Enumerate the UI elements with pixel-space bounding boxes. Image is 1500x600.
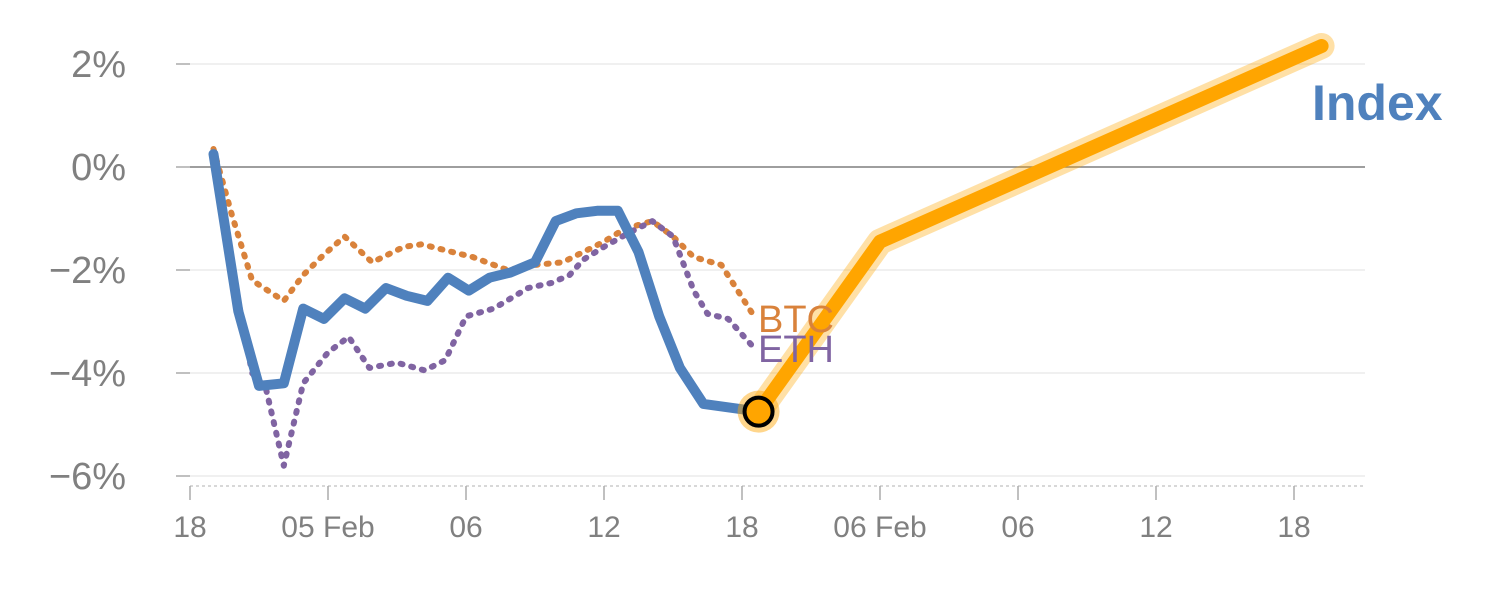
forecast-line bbox=[751, 39, 1329, 419]
x-tick-label: 18 bbox=[1277, 511, 1310, 544]
y-tick-label: −4% bbox=[49, 353, 126, 395]
forecast-line-glow bbox=[745, 33, 1335, 425]
x-tick-label: 18 bbox=[725, 511, 758, 544]
y-tick-label: −6% bbox=[49, 456, 126, 498]
x-tick-label: 06 bbox=[449, 511, 482, 544]
label-layer: BTC ETH Index bbox=[758, 75, 1443, 371]
eth-label: ETH bbox=[758, 329, 834, 371]
x-tick-label: 05 Feb bbox=[281, 511, 374, 544]
btc-label: BTC bbox=[758, 299, 834, 341]
x-tick-label: 18 bbox=[173, 511, 206, 544]
x-tick-label: 12 bbox=[1139, 511, 1172, 544]
marker-layer bbox=[737, 390, 780, 433]
eth-line bbox=[210, 153, 759, 469]
x-tick-label: 12 bbox=[587, 511, 620, 544]
y-tick-label: 0% bbox=[71, 147, 126, 189]
x-tick-label: 06 bbox=[1001, 511, 1034, 544]
y-tick-label: 2% bbox=[71, 44, 126, 86]
index-label: Index bbox=[1312, 75, 1443, 131]
axis-layer: 2% 0% −2% −4% −6% 18 05 Feb 06 12 18 06 Feb 06 12 18 bbox=[49, 44, 1365, 544]
x-tick-label: 06 Feb bbox=[833, 511, 926, 544]
y-tick-label: −2% bbox=[49, 250, 126, 292]
current-point-marker bbox=[742, 395, 775, 428]
index-line bbox=[208, 149, 764, 417]
btc-line bbox=[210, 146, 759, 322]
grid-layer bbox=[190, 63, 1365, 477]
series-layer bbox=[208, 33, 1335, 469]
